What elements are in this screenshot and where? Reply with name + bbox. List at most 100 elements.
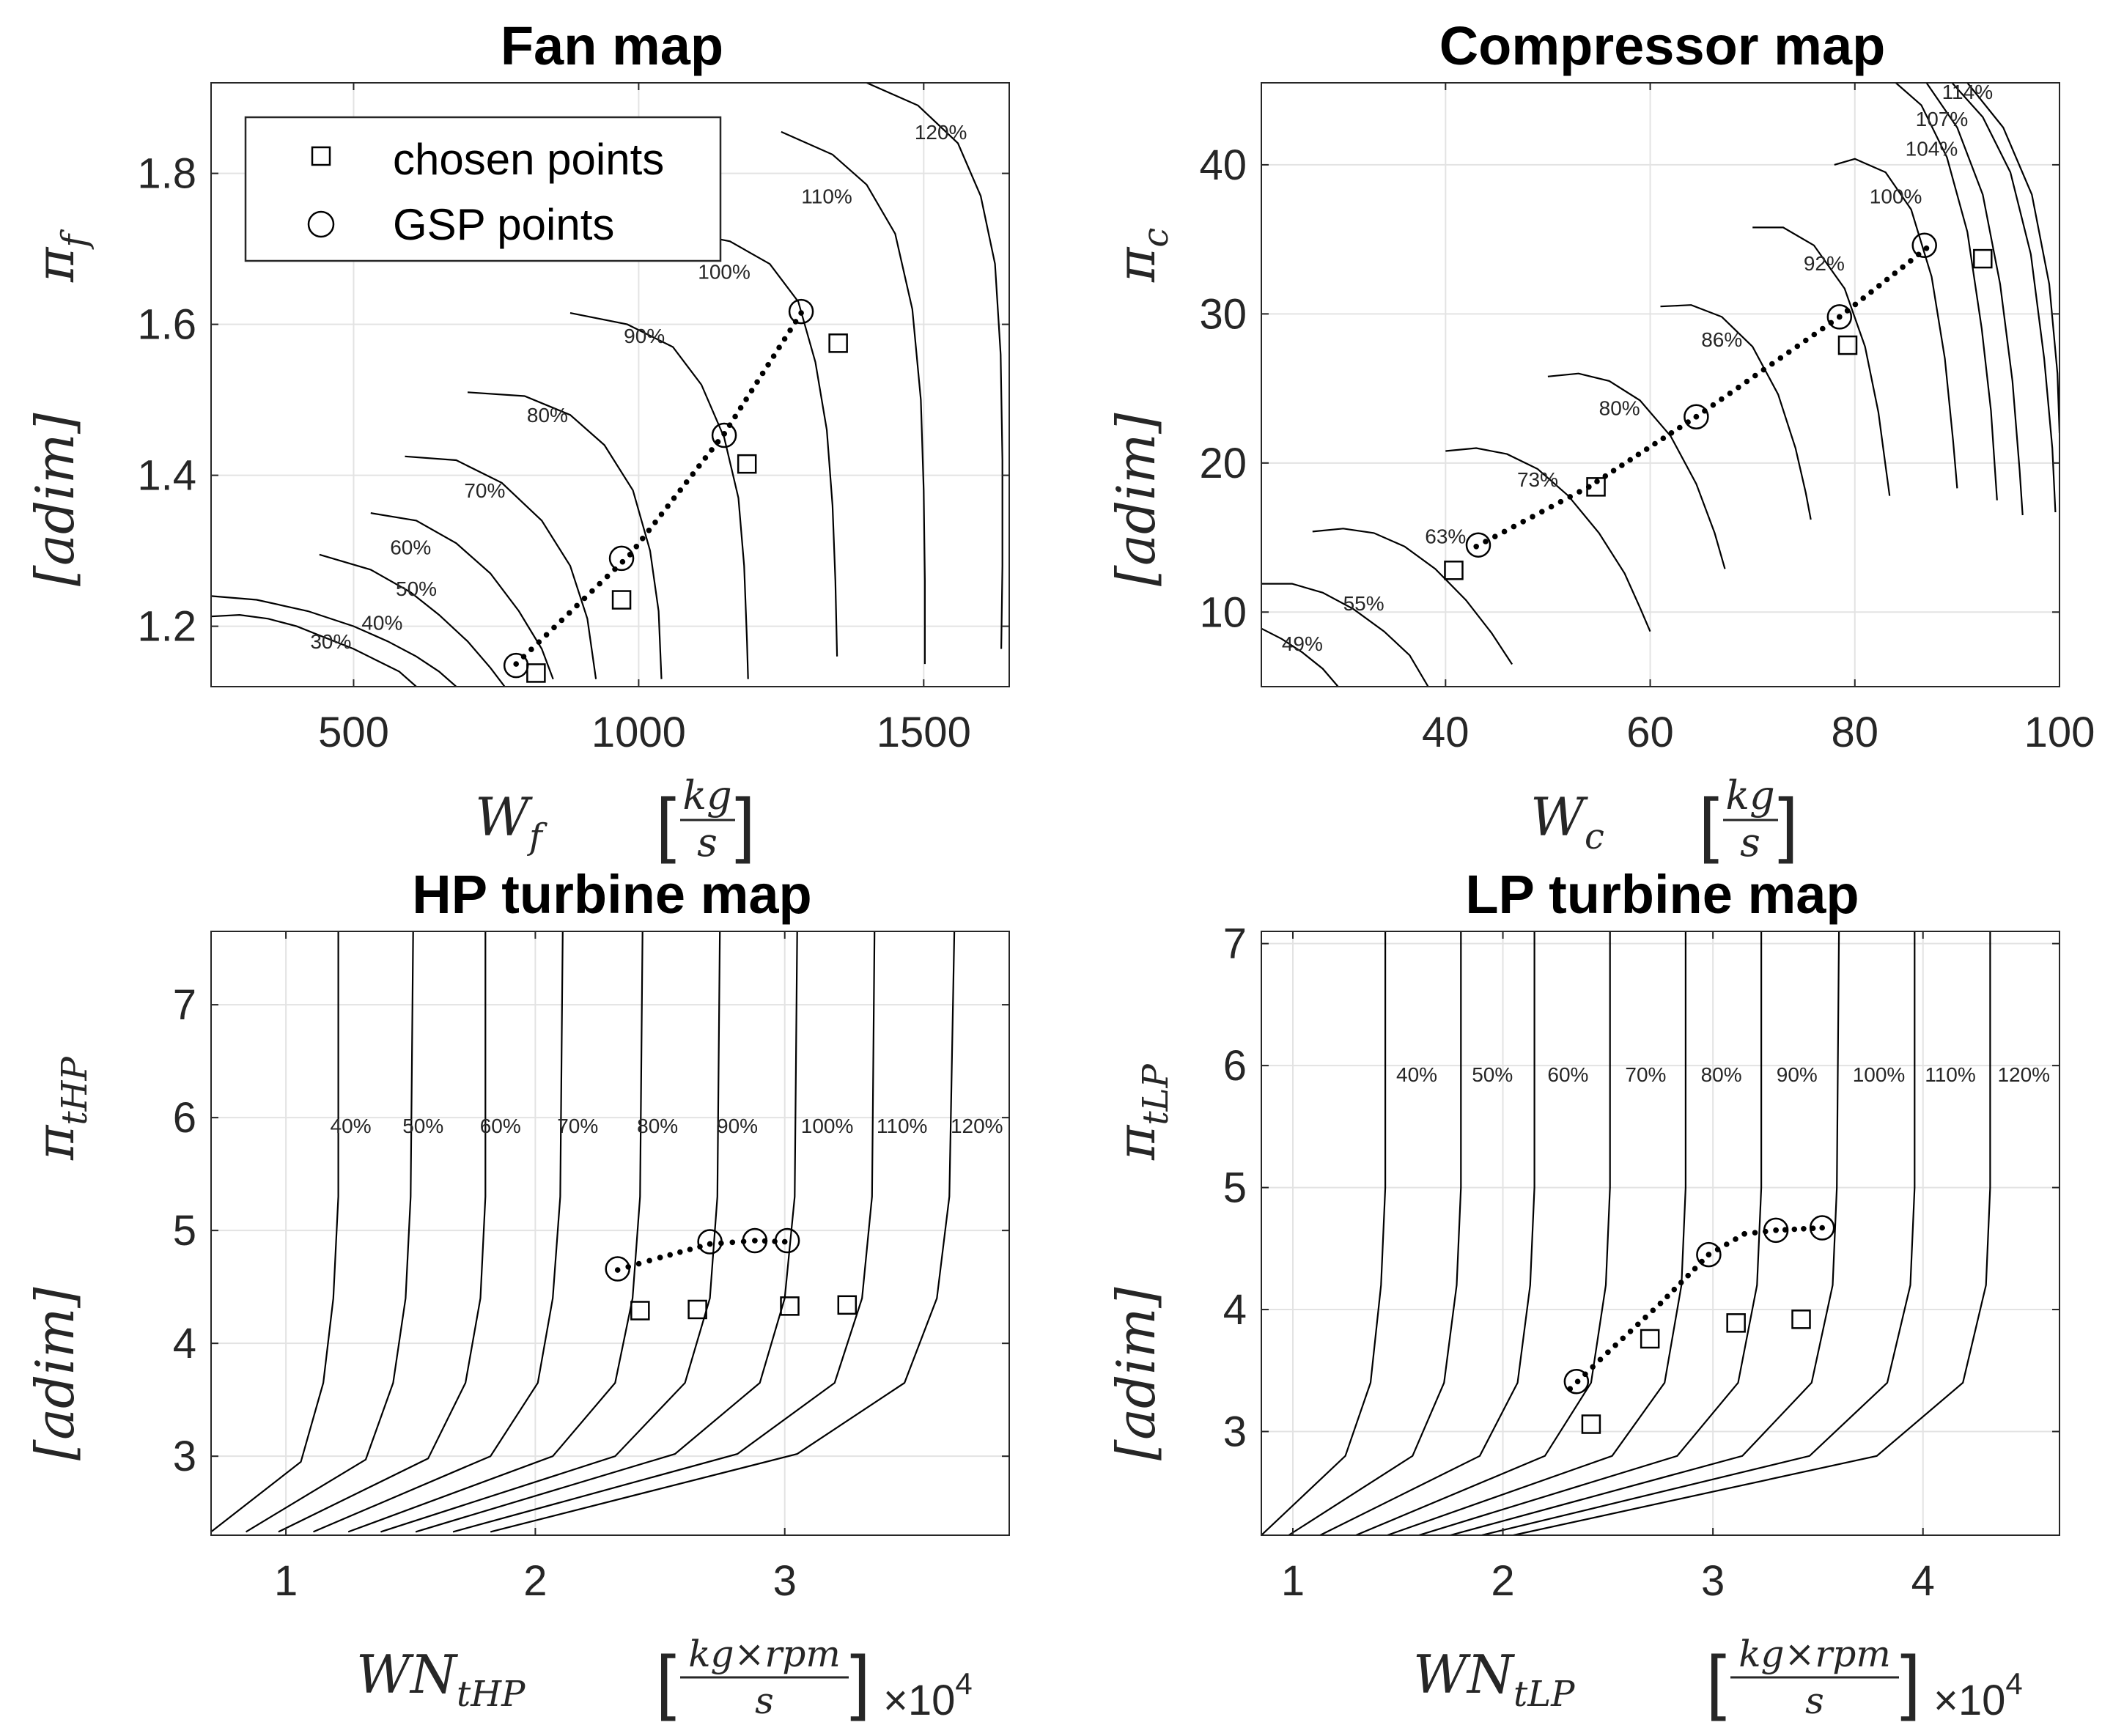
hp-speed-line [490,931,956,1533]
hp-markers [605,1227,858,1321]
hp-speed-line [278,931,487,1533]
compressor-operating-dot [1627,457,1633,463]
fan-gsp-point [788,298,814,325]
fan-operating-dot [543,632,550,638]
compressor-operating-dot [1668,430,1675,436]
lp-operating-dot [1741,1231,1747,1237]
compressor-speed-label: 73% [1517,468,1558,491]
fan-axes-box [210,82,1010,687]
compressor-speed-label: 80% [1599,397,1640,420]
hp-operating-dot [687,1246,693,1252]
compressor-gsp-point [1911,232,1937,259]
hp-chosen-point [630,1301,650,1321]
compressor-chosen-point [1973,248,1993,269]
lp-plot-area [1261,931,2060,1535]
compressor-ytick-label: 40 [1199,141,1247,189]
fan-operating-dot [589,588,595,594]
compressor-speed-line [1895,83,1998,501]
fan-speed-label: 30% [310,630,351,653]
hp-xtick-label: 3 [773,1557,797,1605]
compressor-speed-label: 55% [1343,592,1384,615]
hp-xlabel-symbol: WNtHP [356,1644,526,1715]
lp-gsp-point [1563,1369,1590,1395]
hp-operating-dot [646,1257,652,1264]
compressor-operating-dot [1548,503,1555,510]
lp-chosen-point [1581,1414,1601,1434]
lp-operating-dot [1724,1241,1730,1247]
lp-operating-dot [1791,1226,1798,1233]
compressor-operating-dot [1501,528,1508,535]
fan-operating-dot [640,536,646,542]
fan-operating-dot [781,336,788,342]
hp-ytick-label: 3 [173,1433,196,1480]
fan-title: Fan map [501,15,723,76]
panel-hp-turbine: HP turbine map 40% 50% 60% 70% 80% 90% 100% 110… [24,864,1010,1724]
fan-speed-line [319,553,506,687]
compressor-operating-dot [1760,366,1767,373]
lp-ylabel-unit: [adim] [1105,1287,1167,1460]
hp-speed-label: 120% [951,1115,1003,1137]
hp-xlabel-unit-num: kg×rpm [688,1633,841,1675]
compressor-ytick-label: 10 [1199,588,1247,636]
compressor-operating-dot [1520,519,1526,525]
lp-ylabel: [adim] πtLP [1105,1064,1176,1460]
compressor-speed-line [1951,83,2057,513]
compressor-operating-dot [1736,384,1741,391]
hp-ylabel-unit: [adim] [24,1287,86,1460]
fan-xlabel-unit-den: s [697,819,718,865]
lp-operating-dot [1706,1252,1712,1257]
hp-xtick-label: 1 [274,1557,298,1605]
lp-speed-label: 90% [1777,1063,1818,1086]
fan-operating-dot [709,447,715,453]
compressor-gsp-point [1465,532,1491,558]
fan-operating-dot [721,431,727,437]
lp-operating-dot [1612,1342,1618,1348]
compressor-speed-line [1261,627,1339,687]
compressor-operating-dot [1837,314,1843,320]
lp-operating-dot [1620,1335,1626,1342]
fan-speed-label: 50% [396,577,437,600]
compressor-operating-dot [1860,295,1866,301]
lp-ytick-label: 3 [1223,1408,1247,1456]
fan-speed-label: 100% [698,261,751,284]
fan-ytick-label: 1.2 [137,603,196,651]
compressor-ylabel-unit: [adim] [1105,413,1167,586]
lp-xlabel-unit-num: kg×rpm [1738,1633,1891,1675]
hp-operating-dot [667,1252,673,1258]
compressor-operating-dot [1820,325,1826,332]
fan-operating-dot [652,520,658,525]
compressor-speed-labels: 49% 55% 63% 73% 80% 86% 92% 100% 104% 107% 114% [1282,81,1993,655]
fan-ylabel-unit: [adim] [24,413,86,586]
fan-operating-dot [671,495,677,501]
compressor-speed-label: 114% [1942,81,1994,103]
compressor-xtick-label: 60 [1626,709,1674,756]
lp-xtick-label: 3 [1701,1557,1725,1605]
hp-speed-label: 110% [877,1115,928,1137]
compressor-speed-line [1547,372,1726,569]
fan-ytick-label: 1.8 [137,150,196,198]
fan-operating-dot [732,413,738,420]
lp-operating-dot [1782,1227,1788,1233]
fan-chosen-point [828,333,848,353]
hp-xlabel-bracket-right: ] [850,1641,870,1721]
hp-speed-line [415,931,798,1533]
fan-operating-dot [696,463,702,469]
lp-operating-dot [1819,1225,1825,1231]
lp-gsp-point [1809,1215,1835,1241]
compressor-chosen-point [1586,477,1606,497]
lp-speed-label: 40% [1396,1063,1437,1086]
lp-speed-lines [1261,931,1991,1535]
fan-ticks: 500 1000 1500 1.2 1.4 1.6 1.8 [137,83,1009,756]
lp-gsp-point [1763,1217,1789,1244]
lp-operating-dot [1733,1236,1738,1242]
compressor-xlabel-unit-den: s [1740,819,1760,865]
hp-operating-dot [677,1249,683,1255]
lp-xlabel-unit-den: s [1805,1680,1824,1722]
fan-operating-dot [759,370,766,377]
legend-chosen-label: chosen points [393,135,664,184]
fan-operating-dot [737,405,744,411]
lp-speed-line [1261,931,1387,1535]
lp-speed-label: 110% [1925,1063,1976,1086]
lp-operating-dot [1597,1356,1604,1363]
